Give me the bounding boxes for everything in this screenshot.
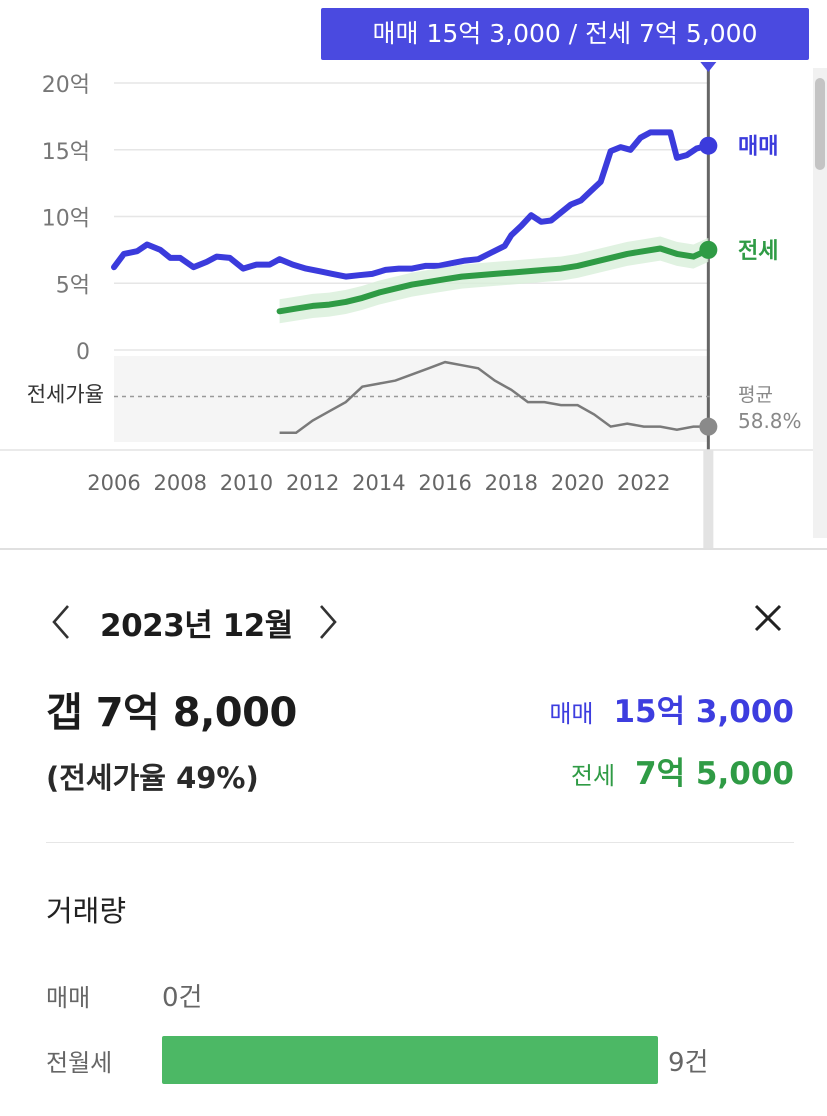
x-tick-label: 2010 (220, 471, 273, 495)
sale-price-value: 15억 3,000 (613, 694, 794, 730)
volume-bar-area (162, 1036, 658, 1084)
x-tick-label: 2018 (485, 471, 538, 495)
section-divider (46, 842, 794, 843)
x-tick-label: 2020 (551, 471, 604, 495)
ratio-average-value: 58.8% (738, 409, 802, 433)
jeonse-price-label: 전세 (570, 762, 616, 790)
prev-month-button[interactable] (46, 598, 76, 646)
close-button[interactable] (748, 598, 788, 638)
selected-month: 2023년 12월 (100, 607, 293, 644)
ratio-panel-background (114, 356, 710, 442)
next-month-button[interactable] (313, 598, 343, 646)
chevron-left-icon (52, 605, 69, 639)
tooltip-pointer (700, 62, 717, 72)
x-tick-label: 2008 (153, 471, 206, 495)
chevron-right-icon (319, 605, 337, 639)
price-chart-svg[interactable]: 20억 15억 10억 5억 0 2006 2008 2010 2012 2014 2016 2018… (0, 0, 827, 550)
y-tick-label: 10억 (42, 207, 90, 232)
jeonse-price-row: 전세 7억 5,000 (571, 748, 794, 793)
volume-label: 전월세 (46, 1048, 113, 1077)
gap-amount: 갭 7억 8,000 (46, 690, 297, 736)
volume-count: 0건 (162, 982, 203, 1013)
sale-price-row: 매매 15억 3,000 (549, 686, 794, 731)
jeonse-ratio-text: (전세가율 49%) (46, 761, 259, 795)
volume-row-sale: 매매 0건 (46, 970, 202, 1020)
series-line-jeonse (276, 245, 712, 315)
close-icon (754, 604, 782, 632)
ratio-end-point (699, 417, 718, 436)
detail-panel: 2023년 12월 갭 7억 8,000 (전세가율 49%) 매매 15억 3… (0, 550, 827, 1116)
jeonse-price-value: 7억 5,000 (635, 756, 794, 792)
selected-date-band (703, 450, 714, 548)
series-end-point (699, 240, 718, 259)
y-tick-label: 20억 (42, 73, 90, 98)
y-tick-label: 0 (76, 340, 90, 365)
x-tick-label: 2022 (617, 471, 670, 495)
selected-point-tooltip: 매매 15억 3,000 / 전세 7억 5,000 (321, 8, 809, 60)
volume-bar (162, 1036, 658, 1084)
volume-title: 거래량 (46, 894, 127, 928)
x-tick-label: 2012 (286, 471, 339, 495)
series-end-point (699, 136, 718, 155)
price-chart[interactable]: 20억 15억 10억 5억 0 2006 2008 2010 2012 2014 2016 2018… (0, 0, 827, 550)
series-end-label: 매매 (738, 135, 778, 160)
x-tick-label: 2006 (87, 471, 140, 495)
volume-label: 매매 (46, 983, 91, 1012)
series-line-sale (111, 129, 712, 280)
chart-divider (0, 548, 827, 550)
ratio-average-label: 평균 (738, 384, 773, 406)
scrollbar-thumb[interactable] (815, 78, 825, 170)
volume-count: 9건 (668, 1047, 709, 1078)
scrollbar-track[interactable] (813, 68, 827, 538)
ratio-panel-label: 전세가율 (27, 383, 104, 407)
y-tick-label: 5억 (56, 273, 90, 298)
x-tick-label: 2016 (418, 471, 471, 495)
month-navigator: 2023년 12월 (46, 598, 343, 646)
ratio-line (279, 360, 709, 435)
sale-price-label: 매매 (549, 700, 594, 728)
volume-row-rent: 전월세 9건 (46, 1035, 708, 1085)
series-end-label: 전세 (738, 239, 778, 264)
y-tick-label: 15억 (42, 140, 90, 165)
x-tick-label: 2014 (352, 471, 405, 495)
